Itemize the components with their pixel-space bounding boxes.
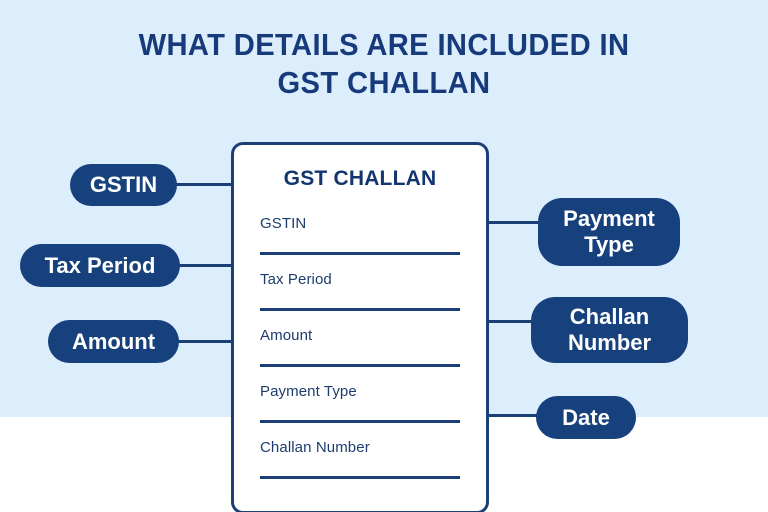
gst-challan-card: GST CHALLAN GSTIN Tax Period Amount Paym…	[231, 142, 489, 512]
card-field-tax-period: Tax Period	[260, 269, 460, 325]
connector-line-tax-period	[178, 264, 233, 267]
connector-line-date	[487, 414, 538, 417]
callout-pill-payment-type: Payment Type	[538, 198, 680, 266]
card-field-payment-type: Payment Type	[260, 381, 460, 437]
connector-line-amount	[177, 340, 233, 343]
card-heading: GST CHALLAN	[283, 167, 437, 190]
card-field-list: GSTIN Tax Period Amount Payment Type Cha…	[260, 213, 460, 493]
connector-line-payment-type	[487, 221, 540, 224]
card-field-underline	[260, 364, 460, 367]
page-title: WHAT DETAILS ARE INCLUDED IN GST CHALLAN	[138, 27, 630, 100]
card-field-label: GSTIN	[260, 215, 307, 232]
card-field-underline	[260, 420, 460, 423]
callout-pill-amount: Amount	[48, 320, 179, 363]
card-field-amount: Amount	[260, 325, 460, 381]
callout-pill-tax-period: Tax Period	[20, 244, 180, 287]
card-field-underline	[260, 308, 460, 311]
connector-line-challan-number	[487, 320, 533, 323]
connector-line-gstin	[175, 183, 233, 186]
card-field-underline	[260, 252, 460, 255]
card-field-label: Payment Type	[260, 383, 357, 400]
card-field-challan-number: Challan Number	[260, 437, 460, 493]
card-field-underline	[260, 476, 460, 479]
callout-pill-date: Date	[536, 396, 636, 439]
callout-pill-gstin: GSTIN	[70, 164, 177, 206]
card-field-label: Tax Period	[260, 271, 332, 288]
callout-pill-challan-number: Challan Number	[531, 297, 688, 363]
card-field-label: Challan Number	[260, 439, 370, 456]
card-field-label: Amount	[260, 327, 313, 344]
card-field-gstin: GSTIN	[260, 213, 460, 269]
